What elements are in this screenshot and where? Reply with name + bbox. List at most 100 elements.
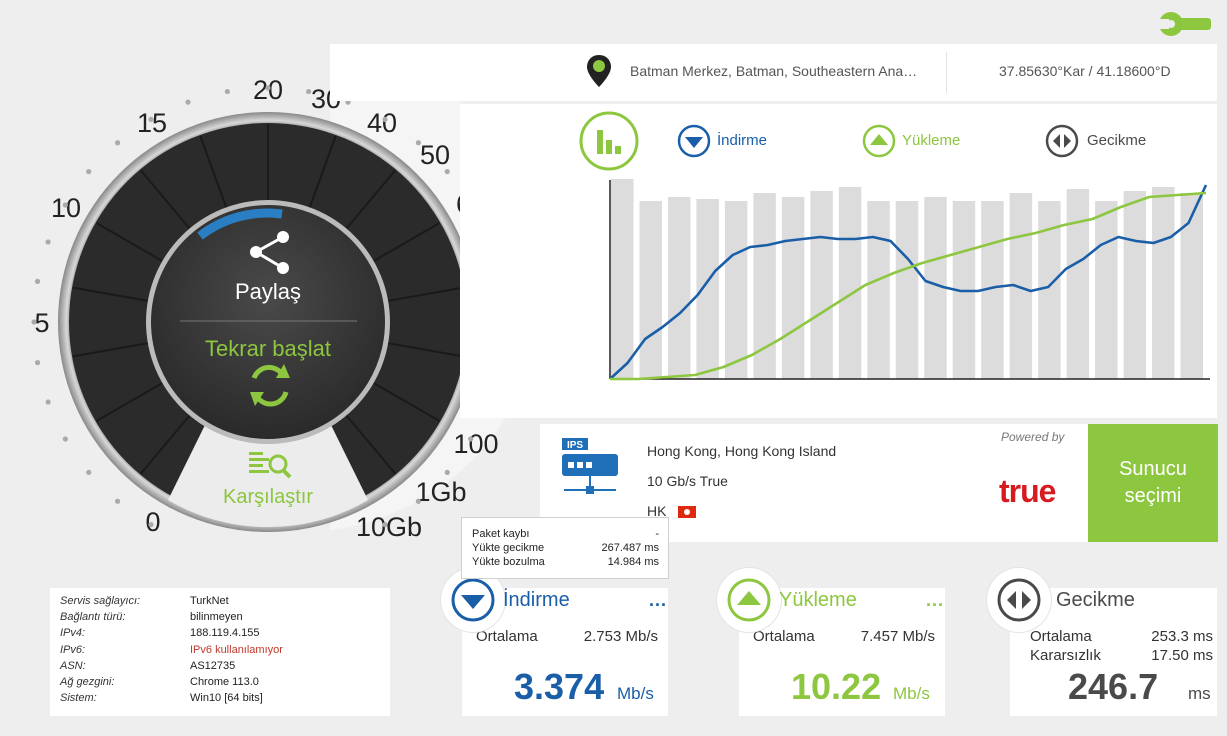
download-title[interactable]: İndirme: [503, 589, 570, 611]
upload-icon[interactable]: [727, 578, 771, 622]
gauge-segment-line: [373, 382, 440, 422]
download-legend-icon[interactable]: [677, 124, 711, 158]
gauge-tick-dot: [34, 360, 41, 366]
latency-legend-icon[interactable]: [1045, 124, 1079, 158]
download-icon[interactable]: [451, 578, 495, 622]
chart-bar: [724, 201, 748, 379]
latency-avg-value: 253.3 ms: [1151, 628, 1213, 645]
connection-info-panel: Servis sağlayıcı: TurkNet Bağlantı türü: b…: [50, 588, 390, 716]
latency-icon[interactable]: [997, 578, 1041, 622]
gauge-segment-line: [139, 169, 191, 230]
gauge-segment-line: [373, 222, 440, 262]
gauge-segment-line: [72, 342, 149, 358]
server-icon-label: IPS: [567, 440, 583, 451]
server-provider: 10 Gb/s True: [647, 473, 728, 489]
server-icon: IPS: [562, 438, 618, 494]
chart-bar: [1009, 193, 1033, 379]
gauge-tick-dot: [415, 498, 422, 504]
wrench-icon[interactable]: [1155, 8, 1213, 40]
gauge-scale-label: 100: [453, 429, 498, 459]
chart-panel: İndirme Yükleme Gecikme: [460, 104, 1217, 418]
share-button[interactable]: Paylaş: [235, 279, 301, 304]
coordinates-text: 37.85630°Kar / 41.18600°D: [999, 63, 1171, 79]
chart-bar: [867, 201, 890, 379]
download-more-button[interactable]: ...: [649, 590, 668, 610]
bar-chart-icon[interactable]: [578, 110, 640, 172]
progress-arc: [197, 208, 283, 240]
chart-bar: [1095, 201, 1118, 379]
latency-value: 246.7: [1068, 666, 1159, 707]
gauge-tick-dot: [31, 319, 37, 325]
server-location: Hong Kong, Hong Kong Island: [647, 443, 837, 459]
refresh-icon[interactable]: [250, 364, 290, 407]
gauge-tick-dot: [114, 498, 121, 504]
gauge-scale-label: 5: [34, 308, 49, 338]
gauge-tick-dot: [45, 399, 51, 405]
latency-title[interactable]: Gecikme: [1056, 589, 1135, 611]
latency-legend-label[interactable]: Gecikme: [1087, 132, 1147, 149]
info-row: Ağ gezgini: Chrome 113.0: [60, 676, 259, 689]
info-row: IPv6: IPv6 kullanılamıyor: [60, 643, 283, 656]
upload-legend-label[interactable]: Yükleme: [902, 132, 961, 149]
speed-chart: [609, 179, 1210, 381]
gauge-tick-dot: [382, 522, 388, 528]
download-series-line: [609, 184, 1208, 380]
gauge-tick-dot: [224, 88, 230, 95]
download-avg-label: Ortalama: [476, 628, 538, 645]
gauge-scale-label: 1Gb: [415, 477, 466, 507]
chart-bar: [1180, 193, 1203, 379]
download-speed-value: 3.374: [514, 666, 605, 707]
upload-series-line: [610, 191, 1207, 381]
gauge-tick-dot: [444, 168, 450, 175]
divider: [946, 52, 947, 93]
latency-jitter-label: Kararsızlık: [1030, 647, 1101, 664]
compare-area[interactable]: [168, 425, 368, 528]
chart-bar: [924, 197, 947, 379]
upload-more-button[interactable]: ...: [926, 590, 945, 610]
gauge-segment-line: [345, 414, 397, 475]
location-bar: Batman Merkez, Batman, Southeastern Ana……: [330, 44, 1217, 101]
latency-jitter-value: 17.50 ms: [1151, 647, 1213, 664]
chart-bar: [838, 187, 862, 379]
gauge-segment-line: [345, 169, 397, 230]
gauge-tick-dot: [185, 99, 191, 105]
tooltip-row: Paket kaybı -: [472, 528, 659, 540]
compare-label[interactable]: Karşılaştır: [223, 486, 313, 508]
info-row: IPv4: 188.119.4.155: [60, 627, 260, 640]
upload-title[interactable]: Yükleme: [779, 589, 857, 611]
chart-bar: [1066, 189, 1090, 379]
gauge-segment-line: [387, 342, 464, 358]
gauge-tick-dot: [62, 436, 68, 442]
restart-button[interactable]: Tekrar başlat: [205, 336, 331, 361]
gauge-tick-dot: [45, 239, 51, 245]
gauge-scale-label: 50: [420, 140, 450, 170]
upload-avg-label: Ortalama: [753, 628, 815, 645]
chart-bar: [667, 197, 691, 379]
download-avg-value: 2.753 Mb/s: [583, 628, 658, 645]
chart-bar: [810, 191, 833, 379]
chart-bar: [895, 201, 919, 379]
gauge-tick-dot: [468, 436, 474, 442]
info-row: ASN: AS12735: [60, 659, 236, 672]
tooltip-row: Yükte gecikme 267.487 ms: [472, 542, 659, 554]
gauge-tick-dot: [415, 140, 422, 146]
gauge-tick-dot: [114, 140, 121, 146]
chart-bar: [1123, 191, 1147, 379]
info-row: Bağlantı türü: bilinmeyen: [60, 611, 243, 624]
gauge-segment-line: [387, 286, 464, 302]
gauge-segment-line: [72, 286, 149, 302]
location-text: Batman Merkez, Batman, Southeastern Ana…: [630, 63, 918, 79]
gauge-scale-label: 40: [367, 108, 397, 138]
server-select-button[interactable]: Sunucu seçimi: [1088, 424, 1218, 542]
latency-avg-label: Ortalama: [1030, 628, 1092, 645]
share-icon[interactable]: [250, 231, 289, 274]
chart-bar: [1152, 187, 1175, 379]
gauge-scale-label: 15: [137, 108, 167, 138]
upload-avg-value: 7.457 Mb/s: [860, 628, 935, 645]
compare-icon[interactable]: [249, 452, 292, 479]
gauge-tick-dot: [148, 116, 154, 122]
upload-legend-icon[interactable]: [862, 124, 896, 158]
gauge-scale-label: 10Gb: [356, 512, 422, 542]
chart-bar: [781, 197, 805, 379]
download-legend-label[interactable]: İndirme: [717, 132, 768, 149]
